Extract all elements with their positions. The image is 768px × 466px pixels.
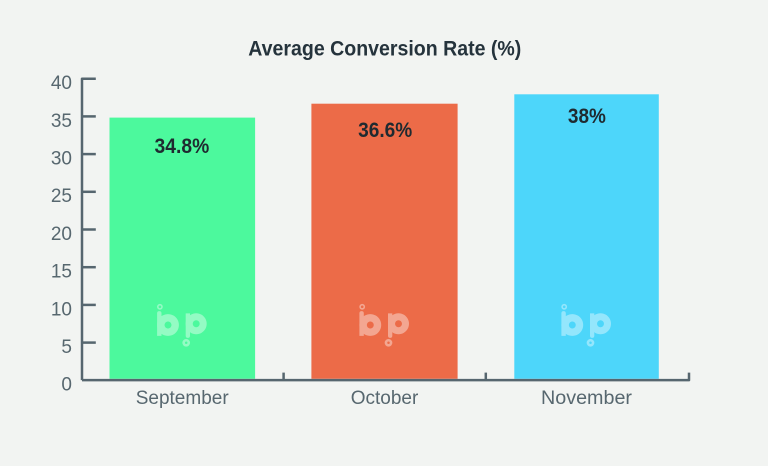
svg-text:10: 10 [51,299,72,320]
svg-text:38%: 38% [568,104,606,128]
svg-text:Average Conversion Rate (%): Average Conversion Rate (%) [248,37,521,61]
svg-text:November: November [541,388,633,409]
svg-text:34.8%: 34.8% [155,134,210,158]
svg-text:September: September [136,388,230,409]
svg-text:5: 5 [61,337,72,358]
svg-text:20: 20 [51,224,72,245]
svg-text:15: 15 [51,262,72,283]
svg-text:36.6%: 36.6% [358,118,412,142]
svg-text:30: 30 [51,149,72,170]
svg-text:October: October [351,388,419,409]
svg-text:25: 25 [51,186,72,207]
svg-text:0: 0 [61,375,72,396]
svg-text:40: 40 [51,73,72,94]
svg-text:35: 35 [51,111,72,132]
